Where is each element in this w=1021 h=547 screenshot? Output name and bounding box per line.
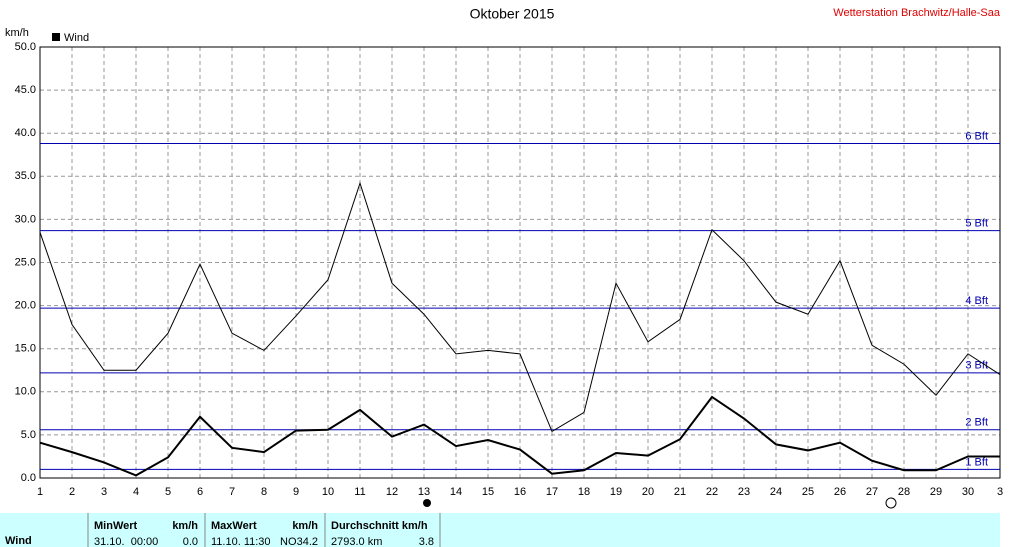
y-tick-label: 15.0 (15, 343, 36, 355)
x-tick-label: 24 (770, 486, 782, 498)
stats-unit: km/h (172, 520, 198, 532)
new-moon (423, 499, 431, 507)
stats-background (0, 513, 1000, 547)
stats-row-label: Wind (5, 535, 32, 547)
x-tick-label: 11 (354, 486, 365, 498)
x-tick-label: 27 (866, 486, 878, 498)
x-tick-label: 21 (674, 486, 686, 498)
x-tick-label: 18 (578, 486, 590, 498)
beaufort-label: 4 Bft (965, 295, 988, 307)
station-name: Wetterstation Brachwitz/Halle-Saa (833, 7, 1001, 19)
x-tick-label: 15 (482, 486, 494, 498)
x-tick-label: 3 (997, 486, 1003, 498)
beaufort-label: 2 Bft (965, 417, 988, 429)
plot-frame (39, 46, 1001, 479)
stats-header: MinWert (94, 520, 138, 532)
x-tick-label: 6 (197, 486, 203, 498)
y-tick-label: 45.0 (15, 84, 36, 96)
stats-time: 11.10. 11:30 (211, 536, 271, 547)
stats-header: Durchschnitt km/h (331, 520, 428, 532)
x-tick-label: 5 (165, 486, 171, 498)
y-tick-label: 50.0 (15, 41, 36, 53)
stats-unit: km/h (292, 520, 318, 532)
x-tick-label: 3 (101, 486, 107, 498)
x-tick-label: 7 (229, 486, 235, 498)
x-tick-label: 10 (322, 486, 334, 498)
full-moon (885, 497, 897, 509)
y-tick-label: 20.0 (15, 300, 36, 312)
x-tick-label: 14 (450, 486, 462, 498)
beaufort-label: 1 Bft (965, 456, 988, 468)
beaufort-label: 3 Bft (965, 360, 988, 372)
x-tick-label: 25 (802, 486, 814, 498)
stats-value: 3.8 (419, 536, 434, 547)
x-tick-label: 28 (898, 486, 910, 498)
x-tick-label: 4 (133, 486, 139, 498)
x-tick-label: 26 (834, 486, 846, 498)
stats-distance: 2793.0 km (331, 536, 382, 547)
x-tick-label: 2 (69, 486, 75, 498)
x-tick-label: 1 (37, 486, 43, 498)
stats-time: 31.10. 00:00 (94, 536, 158, 547)
stats-dividers (87, 513, 441, 547)
stats-value: 34.2 (297, 536, 318, 547)
x-tick-label: 16 (514, 486, 526, 498)
x-tick-label: 30 (962, 486, 974, 498)
y-tick-label: 30.0 (15, 213, 36, 225)
x-tick-label: 9 (293, 486, 299, 498)
x-tick-label: 13 (418, 486, 430, 498)
y-tick-label: 0.0 (21, 472, 36, 484)
x-tick-label: 19 (610, 486, 622, 498)
y-tick-label: 35.0 (15, 170, 36, 182)
y-tick-label: 25.0 (15, 256, 36, 268)
x-tick-label: 29 (930, 486, 942, 498)
y-tick-label: 5.0 (21, 429, 36, 441)
beaufort-label: 6 Bft (965, 130, 988, 142)
y-axis-label: km/h (5, 27, 29, 39)
x-tick-label: 23 (738, 486, 750, 498)
beaufort-label: 5 Bft (965, 218, 988, 230)
y-tick-label: 40.0 (15, 127, 36, 139)
stats-header: MaxWert (211, 520, 257, 532)
series-line (39, 181, 1001, 433)
series-line (39, 395, 1000, 477)
chart-title: Oktober 2015 (470, 6, 555, 22)
legend-label: Wind (64, 32, 89, 44)
stats-value: 0.0 (183, 536, 198, 547)
x-tick-label: 17 (546, 486, 558, 498)
stats-direction: NO (280, 536, 297, 547)
x-tick-label: 8 (261, 486, 267, 498)
x-tick-label: 20 (642, 486, 654, 498)
legend-swatch (52, 33, 60, 41)
x-tick-label: 12 (386, 486, 398, 498)
y-tick-label: 10.0 (15, 386, 36, 398)
x-tick-label: 22 (706, 486, 718, 498)
